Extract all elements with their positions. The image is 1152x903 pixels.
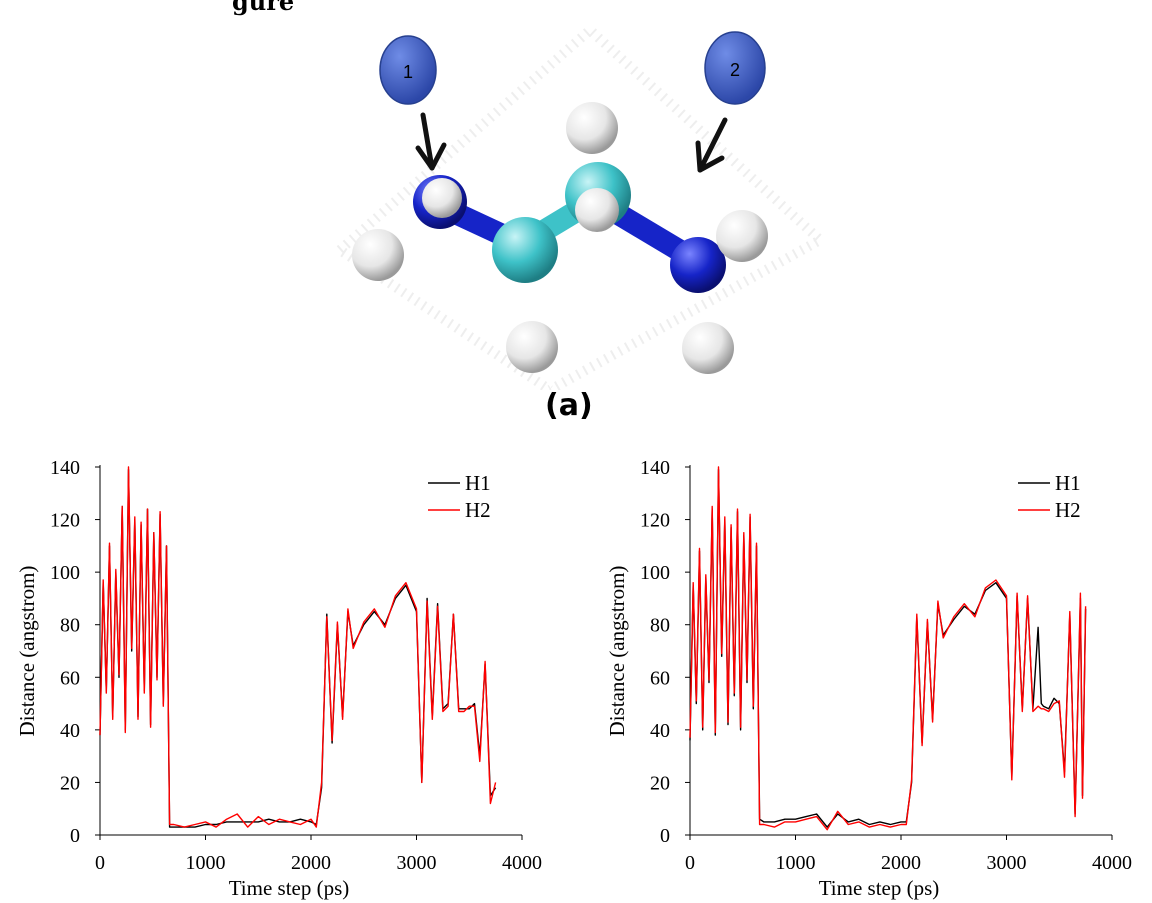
nitrogen-atom [670, 237, 726, 293]
x-tick-label: 3000 [397, 852, 437, 874]
legend-label: H2 [1055, 498, 1081, 522]
legend-label: H2 [465, 498, 491, 522]
y-tick-label: 0 [660, 825, 670, 847]
distance-chart-left: 0 20 40 60 80 100 120 140 0 1000 2000 3000 4000 Time … [15, 457, 542, 900]
arrow-1 [415, 112, 447, 171]
y-tick-label: 60 [60, 667, 80, 689]
x-tick-label: 1000 [186, 852, 226, 874]
cut-caption-text: gure [232, 0, 295, 16]
x-tick-label: 4000 [502, 852, 542, 874]
ethylenediamine-molecule: 1 2 [331, 23, 829, 390]
hydrogen-atom [506, 321, 558, 373]
y-tick-label: 0 [70, 825, 80, 847]
x-tick-label: 1000 [776, 852, 816, 874]
y-axis-title: Distance (angstrom) [15, 566, 39, 737]
y-tick-label: 80 [650, 615, 670, 637]
y-tick-label: 100 [640, 562, 670, 584]
x-tick-label: 0 [95, 852, 105, 874]
x-tick-label: 0 [685, 852, 695, 874]
y-tick-label: 120 [640, 510, 670, 532]
hydrogen-atom [716, 210, 768, 262]
hydrogen-atom [422, 178, 462, 218]
hydrogen-atom [575, 188, 619, 232]
x-tick-label: 4000 [1092, 852, 1132, 874]
y-tick-label: 140 [50, 457, 80, 479]
series-line-h2 [689, 466, 1087, 831]
marker-1-label: 1 [403, 62, 413, 82]
legend-label: H1 [465, 471, 491, 495]
x-tick-label: 2000 [291, 852, 331, 874]
carbon-atom [492, 217, 558, 283]
legend-label: H1 [1055, 471, 1081, 495]
x-axis-title: Time step (ps) [819, 876, 940, 900]
marker-1-circle [379, 35, 437, 105]
y-tick-label: 60 [650, 667, 670, 689]
x-tick-label: 2000 [881, 852, 921, 874]
y-tick-label: 40 [650, 720, 670, 742]
y-tick-label: 80 [60, 615, 80, 637]
x-axis-title: Time step (ps) [229, 876, 350, 900]
hydrogen-atom [352, 229, 404, 281]
hydrogen-atom [566, 102, 618, 154]
y-tick-label: 100 [50, 562, 80, 584]
hydrogen-atom [682, 322, 734, 374]
cut-caption: gure [0, 0, 1152, 22]
panel-label: (a) [545, 388, 593, 423]
marker-1: 1 [379, 35, 437, 105]
marker-2-label: 2 [730, 60, 740, 80]
marker-2: 2 [704, 31, 766, 105]
distance-chart-right: 0 20 40 60 80 100 120 140 0 1000 2000 3000 4000 Time … [605, 457, 1132, 900]
y-tick-label: 40 [60, 720, 80, 742]
y-axis-title: Distance (angstrom) [605, 566, 629, 737]
y-tick-label: 20 [60, 772, 80, 794]
arrow-2 [695, 117, 728, 173]
x-tick-label: 3000 [987, 852, 1027, 874]
bond-group [433, 190, 698, 268]
y-tick-label: 120 [50, 510, 80, 532]
y-tick-label: 140 [640, 457, 670, 479]
y-tick-label: 20 [650, 772, 670, 794]
marker-2-circle [704, 31, 766, 105]
series-line-h2 [99, 466, 497, 828]
